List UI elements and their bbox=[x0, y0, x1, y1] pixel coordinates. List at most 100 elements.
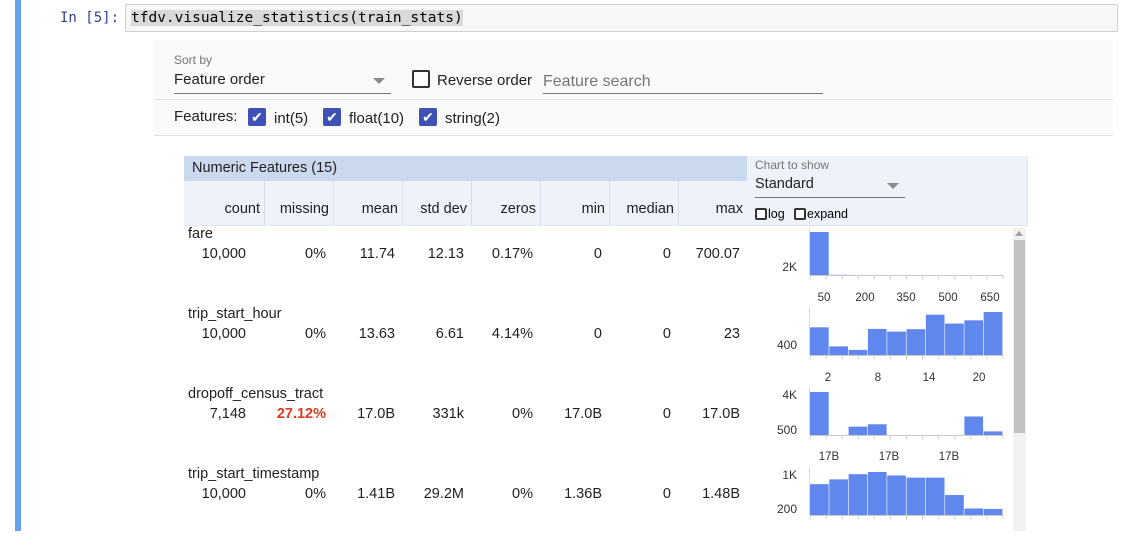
string-checkbox[interactable]: ✔ bbox=[419, 108, 437, 126]
sort-by-label: Sort by bbox=[174, 53, 212, 67]
histogram-bar bbox=[868, 424, 887, 435]
cell-prompt: In [5]: bbox=[60, 10, 119, 26]
sort-by-value: Feature order bbox=[174, 71, 265, 88]
column-header-zeros[interactable]: zeros bbox=[471, 181, 540, 225]
cell-count: 10,000 bbox=[177, 486, 246, 502]
cell-mean: 13.63 bbox=[326, 326, 395, 342]
cell-max: 23 bbox=[671, 326, 740, 342]
histogram-bar bbox=[868, 329, 887, 355]
column-header-max[interactable]: max bbox=[678, 181, 747, 225]
histogram-bar bbox=[945, 495, 964, 515]
column-header-median[interactable]: median bbox=[609, 181, 678, 225]
y-tick-label: 1K bbox=[782, 468, 797, 482]
histogram-bar bbox=[849, 427, 868, 435]
histogram-bar bbox=[926, 315, 945, 355]
x-tick-label: 17B bbox=[859, 451, 919, 463]
histogram-bar bbox=[810, 484, 829, 515]
histogram-bar bbox=[829, 346, 848, 355]
features-label: Features: bbox=[174, 108, 237, 125]
divider bbox=[154, 99, 1113, 100]
histogram-bar bbox=[926, 478, 945, 515]
histogram-bar bbox=[964, 508, 983, 515]
cell-count: 7,148 bbox=[177, 406, 246, 422]
string-label: string(2) bbox=[445, 110, 500, 127]
chart-to-show-label: Chart to show bbox=[755, 158, 829, 172]
histogram-bar bbox=[849, 474, 868, 515]
cell-std-dev: 12.13 bbox=[395, 246, 464, 262]
sort-by-dropdown[interactable]: Feature order bbox=[174, 71, 391, 94]
cell-mean: 17.0B bbox=[326, 406, 395, 422]
cell-median: 0 bbox=[602, 326, 671, 342]
cell-zeros: 4.14% bbox=[464, 326, 533, 342]
cell-median: 0 bbox=[602, 246, 671, 262]
histogram-bar bbox=[984, 509, 1003, 515]
histogram-bar bbox=[887, 475, 906, 515]
reverse-order-checkbox[interactable] bbox=[412, 70, 430, 88]
float-checkbox[interactable]: ✔ bbox=[323, 108, 341, 126]
cell-std-dev: 29.2M bbox=[395, 486, 464, 502]
cell-min: 17.0B bbox=[533, 406, 602, 422]
y-tick-label: 200 bbox=[777, 502, 797, 516]
histogram-bar bbox=[984, 431, 1003, 435]
histogram-bar bbox=[810, 327, 829, 355]
cell-selected-indicator bbox=[15, 0, 21, 531]
cell-max: 1.48B bbox=[671, 486, 740, 502]
column-header-min[interactable]: min bbox=[540, 181, 609, 225]
float-label: float(10) bbox=[349, 110, 404, 127]
chart-to-show-dropdown[interactable]: Standard bbox=[755, 176, 905, 198]
cell-zeros: 0% bbox=[464, 406, 533, 422]
histogram-bar bbox=[907, 329, 926, 355]
cell-missing: 0% bbox=[257, 246, 326, 262]
histogram-bar bbox=[849, 350, 868, 355]
histogram-bar bbox=[984, 312, 1003, 355]
scroll-up-icon[interactable] bbox=[1015, 231, 1023, 236]
cell-missing: 0% bbox=[257, 326, 326, 342]
code-input[interactable]: tfdv.visualize_statistics(train_stats) bbox=[125, 4, 1118, 32]
chevron-down-icon bbox=[373, 78, 385, 84]
feature-name[interactable]: dropoff_census_tract bbox=[188, 386, 323, 402]
cell-count: 10,000 bbox=[177, 246, 246, 262]
reverse-order-label: Reverse order bbox=[437, 72, 532, 89]
histogram-bar bbox=[907, 478, 926, 515]
histogram-bar bbox=[945, 324, 964, 355]
y-tick-label: 4K bbox=[782, 388, 797, 402]
cell-std-dev: 6.61 bbox=[395, 326, 464, 342]
cell-min: 1.36B bbox=[533, 486, 602, 502]
chevron-down-icon bbox=[887, 183, 899, 189]
cell-max: 17.0B bbox=[671, 406, 740, 422]
cell-missing: 0% bbox=[257, 486, 326, 502]
histogram-trip_start_timestamp: 1K 200 bbox=[760, 455, 1010, 545]
column-header-mean[interactable]: mean bbox=[333, 181, 402, 225]
histogram-bar bbox=[964, 416, 983, 435]
histogram-bar bbox=[964, 320, 983, 355]
x-tick-label: 17B bbox=[799, 451, 859, 463]
histogram-bar bbox=[868, 472, 887, 515]
cell-count: 10,000 bbox=[177, 326, 246, 342]
y-tick-label: 2K bbox=[782, 260, 797, 274]
cell-max: 700.07 bbox=[671, 246, 740, 262]
cell-zeros: 0.17% bbox=[464, 246, 533, 262]
column-header-std-dev[interactable]: std dev bbox=[402, 181, 471, 225]
y-tick-label: 500 bbox=[777, 423, 797, 437]
histogram-bar bbox=[829, 479, 848, 515]
feature-name[interactable]: fare bbox=[188, 226, 213, 242]
cell-mean: 11.74 bbox=[326, 246, 395, 262]
int-checkbox[interactable]: ✔ bbox=[248, 108, 266, 126]
x-tick-label: 17B bbox=[919, 451, 979, 463]
cell-min: 0 bbox=[533, 246, 602, 262]
feature-name[interactable]: trip_start_timestamp bbox=[188, 466, 319, 482]
histogram-bar bbox=[810, 232, 829, 275]
column-header-missing[interactable]: missing bbox=[264, 181, 333, 225]
feature-name[interactable]: trip_start_hour bbox=[188, 306, 282, 322]
table-title: Numeric Features (15) bbox=[184, 156, 747, 181]
scrollbar-thumb[interactable] bbox=[1014, 240, 1025, 433]
cell-zeros: 0% bbox=[464, 486, 533, 502]
column-header-count[interactable]: count bbox=[184, 181, 264, 225]
cell-min: 0 bbox=[533, 326, 602, 342]
cell-missing: 27.12% bbox=[257, 406, 326, 422]
cell-median: 0 bbox=[602, 486, 671, 502]
cell-std-dev: 331k bbox=[395, 406, 464, 422]
feature-search-input[interactable] bbox=[543, 70, 823, 94]
histogram-bar bbox=[887, 332, 906, 355]
